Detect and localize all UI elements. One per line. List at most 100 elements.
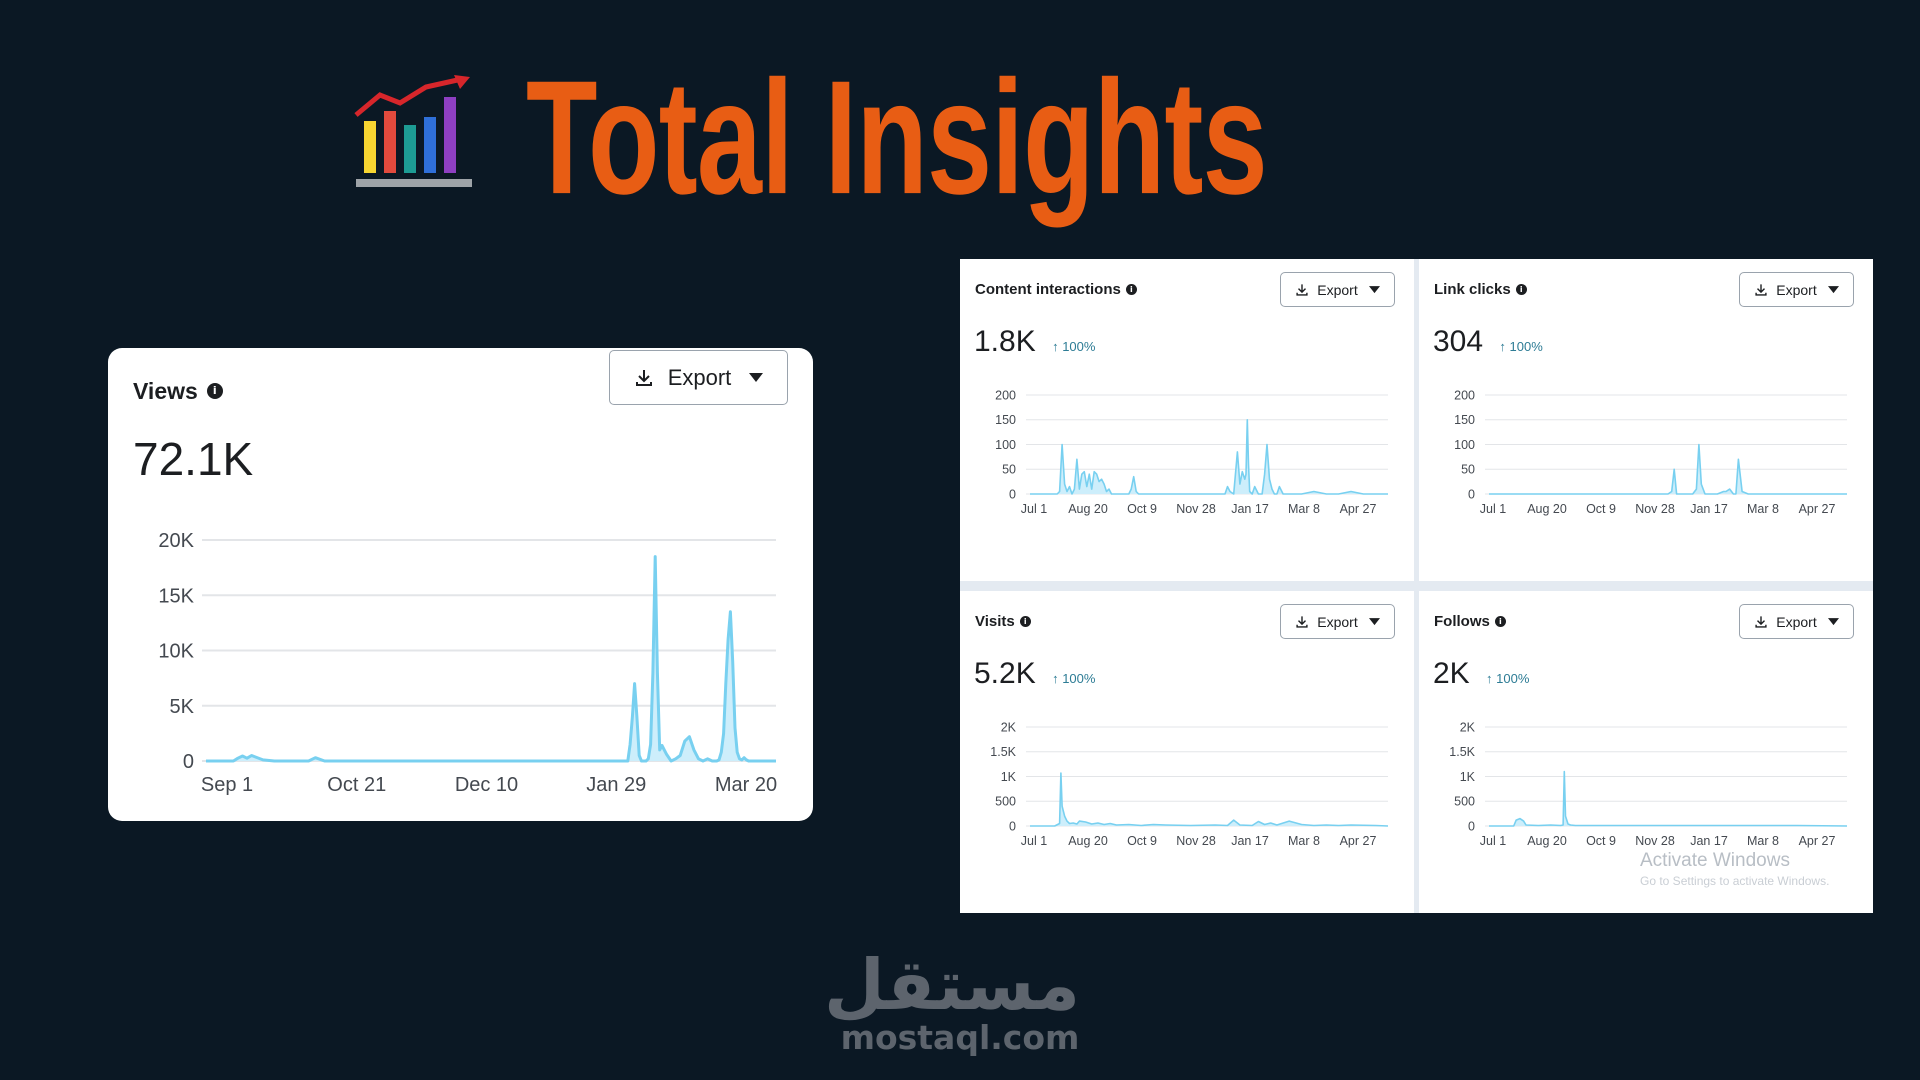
y-tick-label: 500 (995, 795, 1016, 809)
series-line (1489, 443, 1847, 495)
visits-header: Visits i (975, 611, 1031, 631)
change-value: 100% (1062, 339, 1096, 354)
change-badge: ↑ 100% (1052, 339, 1096, 354)
chevron-down-icon (1368, 617, 1380, 625)
page-header: Total Insights (350, 56, 1476, 218)
follows-value: 2K ↑ 100% (1433, 657, 1529, 691)
export-label: Export (667, 364, 732, 390)
watermark-logo: مستقل (823, 944, 1080, 1026)
x-tick-label: Oct 9 (1127, 834, 1157, 848)
follows-chart: 0 500 1K 1.5K 2K Jul 1 Aug 20 Oct 9 Nov 28 Jan 17… (1449, 720, 1848, 848)
y-tick-label: 0 (1009, 819, 1016, 833)
y-tick-label: 0 (1009, 487, 1016, 501)
series-area (1489, 771, 1847, 826)
content-interactions-card: Content interactions i Export 1.8K ↑ 100… (960, 259, 1414, 581)
x-tick-label: Jan 17 (1231, 502, 1269, 516)
x-tick-label: Nov 28 (1635, 834, 1675, 848)
watermark-url: mostaql.com (840, 1018, 1080, 1057)
change-value: 100% (1509, 339, 1543, 354)
download-icon (635, 369, 652, 386)
y-tick-label: 100 (1454, 438, 1475, 452)
views-card-header: Views i (133, 366, 223, 416)
series-area (1030, 419, 1388, 494)
y-tick-label: 2K (1001, 720, 1017, 734)
y-tick-label: 150 (1454, 413, 1475, 427)
x-tick-label: Oct 9 (1127, 502, 1157, 516)
info-icon[interactable]: i (206, 383, 223, 399)
x-tick-label: Nov 28 (1176, 834, 1216, 848)
x-tick-label: Oct 9 (1586, 834, 1616, 848)
x-tick-label: Nov 28 (1635, 502, 1675, 516)
x-tick-label: Nov 28 (1176, 502, 1216, 516)
export-label: Export (1317, 613, 1358, 630)
content-interactions-value: 1.8K ↑ 100% (974, 325, 1095, 359)
series-line (206, 555, 776, 763)
y-tick-label: 10K (158, 641, 194, 663)
x-tick-label: Oct 9 (1586, 502, 1616, 516)
y-tick-label: 0 (1468, 819, 1475, 833)
export-label: Export (1776, 281, 1817, 298)
link-clicks-header: Link clicks i (1434, 279, 1527, 299)
info-icon[interactable]: i (1515, 283, 1527, 295)
x-tick-label: Oct 21 (327, 774, 386, 796)
download-icon (1296, 615, 1308, 628)
info-icon[interactable]: i (1494, 615, 1506, 627)
x-tick-label: Mar 8 (1747, 834, 1779, 848)
y-tick-label: 200 (995, 388, 1016, 402)
content-interactions-export-button[interactable]: Export (1280, 272, 1395, 307)
content-interactions-header: Content interactions i (975, 279, 1137, 299)
x-tick-label: Apr 27 (1799, 834, 1836, 848)
x-tick-label: Aug 20 (1068, 834, 1108, 848)
x-tick-label: Jul 1 (1480, 834, 1506, 848)
info-icon[interactable]: i (1125, 283, 1137, 295)
y-tick-label: 0 (183, 751, 194, 773)
series-line (1030, 419, 1388, 495)
chevron-down-icon (1827, 617, 1839, 625)
x-tick-label: Jan 17 (1231, 834, 1269, 848)
metric-value: 1.8K (974, 325, 1036, 358)
activate-windows-title: Activate Windows (1640, 850, 1790, 871)
y-tick-label: 500 (1454, 795, 1475, 809)
visits-export-button[interactable]: Export (1280, 604, 1395, 639)
activate-windows-subtitle: Go to Settings to activate Windows. (1640, 874, 1830, 888)
follows-card: Follows i Export 2K ↑ 100% 0 500 1K 1.5K 2K J… (1419, 591, 1873, 913)
y-tick-label: 1K (1001, 770, 1017, 784)
views-chart: 0 5K 10K 15K 20K Sep 1 Oct 21 Dec 10 Jan 29 Mar 2… (158, 530, 777, 796)
x-tick-label: Sep 1 (201, 774, 253, 796)
link-clicks-title: Link clicks (1434, 280, 1511, 298)
y-tick-label: 0 (1468, 487, 1475, 501)
y-tick-label: 100 (995, 438, 1016, 452)
x-tick-label: Aug 20 (1068, 502, 1108, 516)
change-badge: ↑ 100% (1499, 339, 1543, 354)
x-tick-label: Apr 27 (1340, 834, 1377, 848)
x-tick-label: Jan 17 (1690, 502, 1728, 516)
y-tick-label: 15K (158, 585, 194, 607)
x-tick-label: Aug 20 (1527, 834, 1567, 848)
x-tick-label: Dec 10 (455, 774, 518, 796)
link-clicks-value: 304 ↑ 100% (1433, 325, 1543, 359)
link-clicks-export-button[interactable]: Export (1739, 272, 1854, 307)
change-badge: ↑ 100% (1486, 671, 1530, 686)
y-tick-label: 1.5K (1449, 745, 1475, 759)
content-interactions-title: Content interactions (975, 280, 1121, 298)
chevron-down-icon (749, 372, 764, 382)
follows-header: Follows i (1434, 611, 1506, 631)
series-line (1489, 770, 1848, 827)
follows-export-button[interactable]: Export (1739, 604, 1854, 639)
views-total-value: 72.1K (133, 433, 254, 485)
series-area (1030, 773, 1388, 826)
y-tick-label: 50 (1461, 463, 1475, 477)
x-tick-label: Jul 1 (1021, 502, 1047, 516)
visits-title: Visits (975, 612, 1015, 630)
metric-value: 304 (1433, 325, 1484, 358)
metric-value: 2K (1433, 657, 1470, 690)
x-tick-label: Mar 8 (1747, 502, 1779, 516)
change-value: 100% (1062, 671, 1096, 686)
x-tick-label: Apr 27 (1340, 502, 1377, 516)
visits-card: Visits i Export 5.2K ↑ 100% 0 500 1K 1.5K 2K… (960, 591, 1414, 913)
x-tick-label: Jul 1 (1021, 834, 1047, 848)
views-export-button[interactable]: Export (609, 350, 788, 405)
info-icon[interactable]: i (1019, 615, 1031, 627)
link-clicks-chart: 0 50 100 150 200 Jul 1 Aug 20 Oct 9 Nov 28 Jan 17… (1454, 388, 1847, 516)
x-tick-label: Apr 27 (1799, 502, 1836, 516)
